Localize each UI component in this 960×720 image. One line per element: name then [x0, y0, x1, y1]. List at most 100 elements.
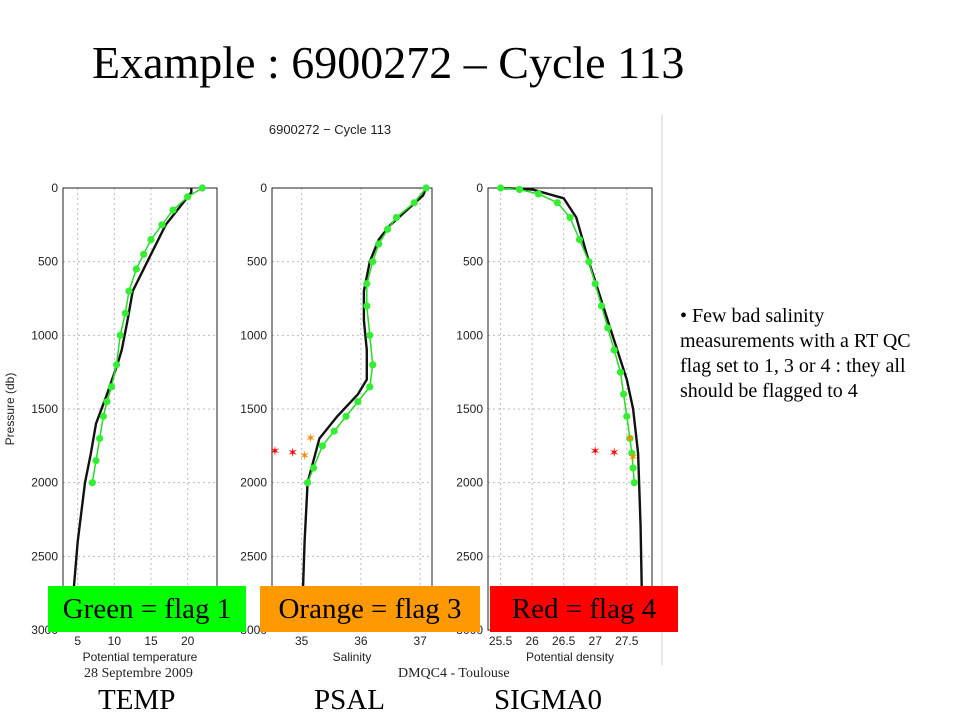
- sigma0-ytick-label: 1000: [456, 328, 483, 342]
- psal-flag1-point: [309, 464, 318, 472]
- temp-flag1-point: [116, 331, 124, 339]
- sigma0-ytick-label: 500: [463, 255, 483, 269]
- variable-label-psal: PSAL: [314, 684, 385, 716]
- sigma0-flag1-point: [628, 449, 636, 457]
- psal-flag1-point: [303, 479, 312, 487]
- variable-label-temp: TEMP: [98, 684, 176, 716]
- sigma0-flag1-point: [623, 412, 631, 420]
- sigma0-ytick-label: 0: [476, 181, 483, 195]
- psal-ytick-label: 2500: [240, 549, 267, 563]
- temp-xtick-label: 10: [108, 634, 122, 648]
- figure-title: 6900272 − Cycle 113: [269, 122, 391, 137]
- temp-ytick-label: 1500: [31, 402, 58, 416]
- psal-xtick-label: 37: [413, 634, 427, 648]
- legend-orange: Orange = flag 3: [260, 586, 480, 632]
- psal-flag1-point: [330, 427, 338, 435]
- temp-xtick-label: 5: [74, 634, 81, 648]
- temp-ytick-label: 0: [51, 181, 58, 195]
- sigma0-ytick-label: 1500: [456, 402, 483, 416]
- sigma0-flag3-point: ✶: [624, 431, 635, 446]
- psal-flag4-point: ✶: [270, 445, 281, 460]
- sigma0-flag1-point: [626, 434, 634, 443]
- psal-ytick-label: 0: [260, 181, 267, 195]
- footer-event: DMQC4 - Toulouse: [398, 666, 510, 681]
- temp-flag1-point: [169, 206, 177, 214]
- psal-flag1-point: [366, 383, 374, 391]
- temp-flag1-point: [107, 383, 115, 391]
- sigma0-flag1-point: [585, 258, 593, 266]
- sigma0-xtick-label: 27: [589, 634, 603, 648]
- legend-green: Green = flag 1: [48, 586, 246, 632]
- psal-flag1-point: [369, 361, 377, 369]
- psal-flag1-point: [392, 213, 401, 222]
- psal-ytick-label: 1000: [240, 328, 267, 342]
- temp-ytick-label: 2500: [31, 549, 58, 563]
- sigma0-reference-profile: [500, 186, 644, 631]
- sigma0-flag1-point: [515, 185, 524, 194]
- temp-xtick-label: 15: [144, 634, 158, 648]
- sigma0-flag3-point: ✶: [628, 451, 639, 466]
- temp-ytick-label: 1000: [31, 328, 58, 342]
- psal-flag1-point: [318, 442, 326, 450]
- temp-flag1-point: [158, 221, 166, 229]
- temp-ytick-label: 2000: [31, 476, 58, 490]
- sigma0-flag1-point: [604, 324, 612, 332]
- sigma0-flag1-point: [591, 280, 599, 288]
- psal-ytick-label: 500: [247, 255, 267, 269]
- temp-flag1-point: [147, 235, 155, 244]
- temp-flag1-point: [103, 398, 111, 406]
- temp-flag1-point: [125, 287, 133, 295]
- sigma0-flag1-point: [497, 184, 505, 192]
- legend-orange-label: Orange = flag 3: [278, 592, 462, 625]
- temp-xtick-label: 20: [181, 634, 195, 648]
- psal-xtick-label: 35: [295, 634, 309, 648]
- sigma0-flag1-point: [616, 368, 625, 376]
- temp-flag1-point: [184, 193, 192, 201]
- sigma0-flag1-point: [553, 199, 561, 207]
- bullet-note: • Few bad salinity measurements with a R…: [680, 305, 911, 402]
- sigma0-ytick-label: 2500: [456, 549, 483, 563]
- psal-flag3-point: ✶: [299, 449, 310, 464]
- psal-ytick-label: 1500: [240, 402, 267, 416]
- sigma0-xtick-label: 26: [525, 634, 539, 648]
- temp-flag1-point: [88, 479, 96, 487]
- psal-flag3-point: ✶: [305, 431, 316, 446]
- psal-flag1-point: [410, 199, 418, 207]
- sigma0-flag4-point: ✶: [609, 446, 620, 461]
- sigma0-xlabel: Potential density: [526, 650, 614, 664]
- sigma0-flag4-point: ✶: [590, 445, 601, 460]
- temp-flag1-point: [92, 456, 100, 465]
- temp-flag1-point: [121, 309, 129, 317]
- sigma0-flag1-point: [597, 302, 606, 310]
- variable-label-sigma0: SIGMA0: [494, 684, 602, 716]
- sigma0-flag1-point: [610, 346, 618, 354]
- psal-flag4-point: ✶: [287, 446, 298, 461]
- psal-xlabel: Salinity: [333, 650, 372, 664]
- sigma0-xtick-label: 25.5: [489, 634, 513, 648]
- psal-flag1-point: [354, 398, 362, 406]
- temp-flag1-point: [140, 250, 148, 258]
- slide-title: Example : 6900272 – Cycle 113: [92, 37, 685, 88]
- sigma0-flag1-point: [620, 390, 628, 398]
- temp-ytick-label: 500: [38, 255, 58, 269]
- legend-green-label: Green = flag 1: [62, 592, 232, 625]
- sigma0-flag1-point: [566, 213, 574, 222]
- sigma0-xtick-label: 27.5: [615, 634, 639, 648]
- bullet-text: Few bad salinity measurements with a RT …: [680, 305, 911, 402]
- footer-date: 28 Septembre 2009: [84, 666, 193, 681]
- psal-flag1-point: [363, 302, 371, 310]
- sigma0-flag1-point: [575, 235, 584, 244]
- psal-flag1-point: [363, 280, 371, 288]
- temp-flag1-point: [132, 265, 140, 273]
- psal-ytick-label: 2000: [240, 476, 267, 490]
- sigma0-ytick-label: 2000: [456, 476, 483, 490]
- temp-flag1-point: [96, 434, 104, 443]
- temp-xlabel: Potential temperature: [83, 650, 198, 664]
- psal-flag1-point: [366, 331, 374, 339]
- temp-flag1-point: [99, 412, 107, 420]
- psal-flag1-point: [383, 225, 392, 233]
- temp-flag1-point: [112, 361, 121, 369]
- legend-red-label: Red = flag 4: [511, 592, 657, 625]
- psal-flag1-point: [369, 258, 377, 266]
